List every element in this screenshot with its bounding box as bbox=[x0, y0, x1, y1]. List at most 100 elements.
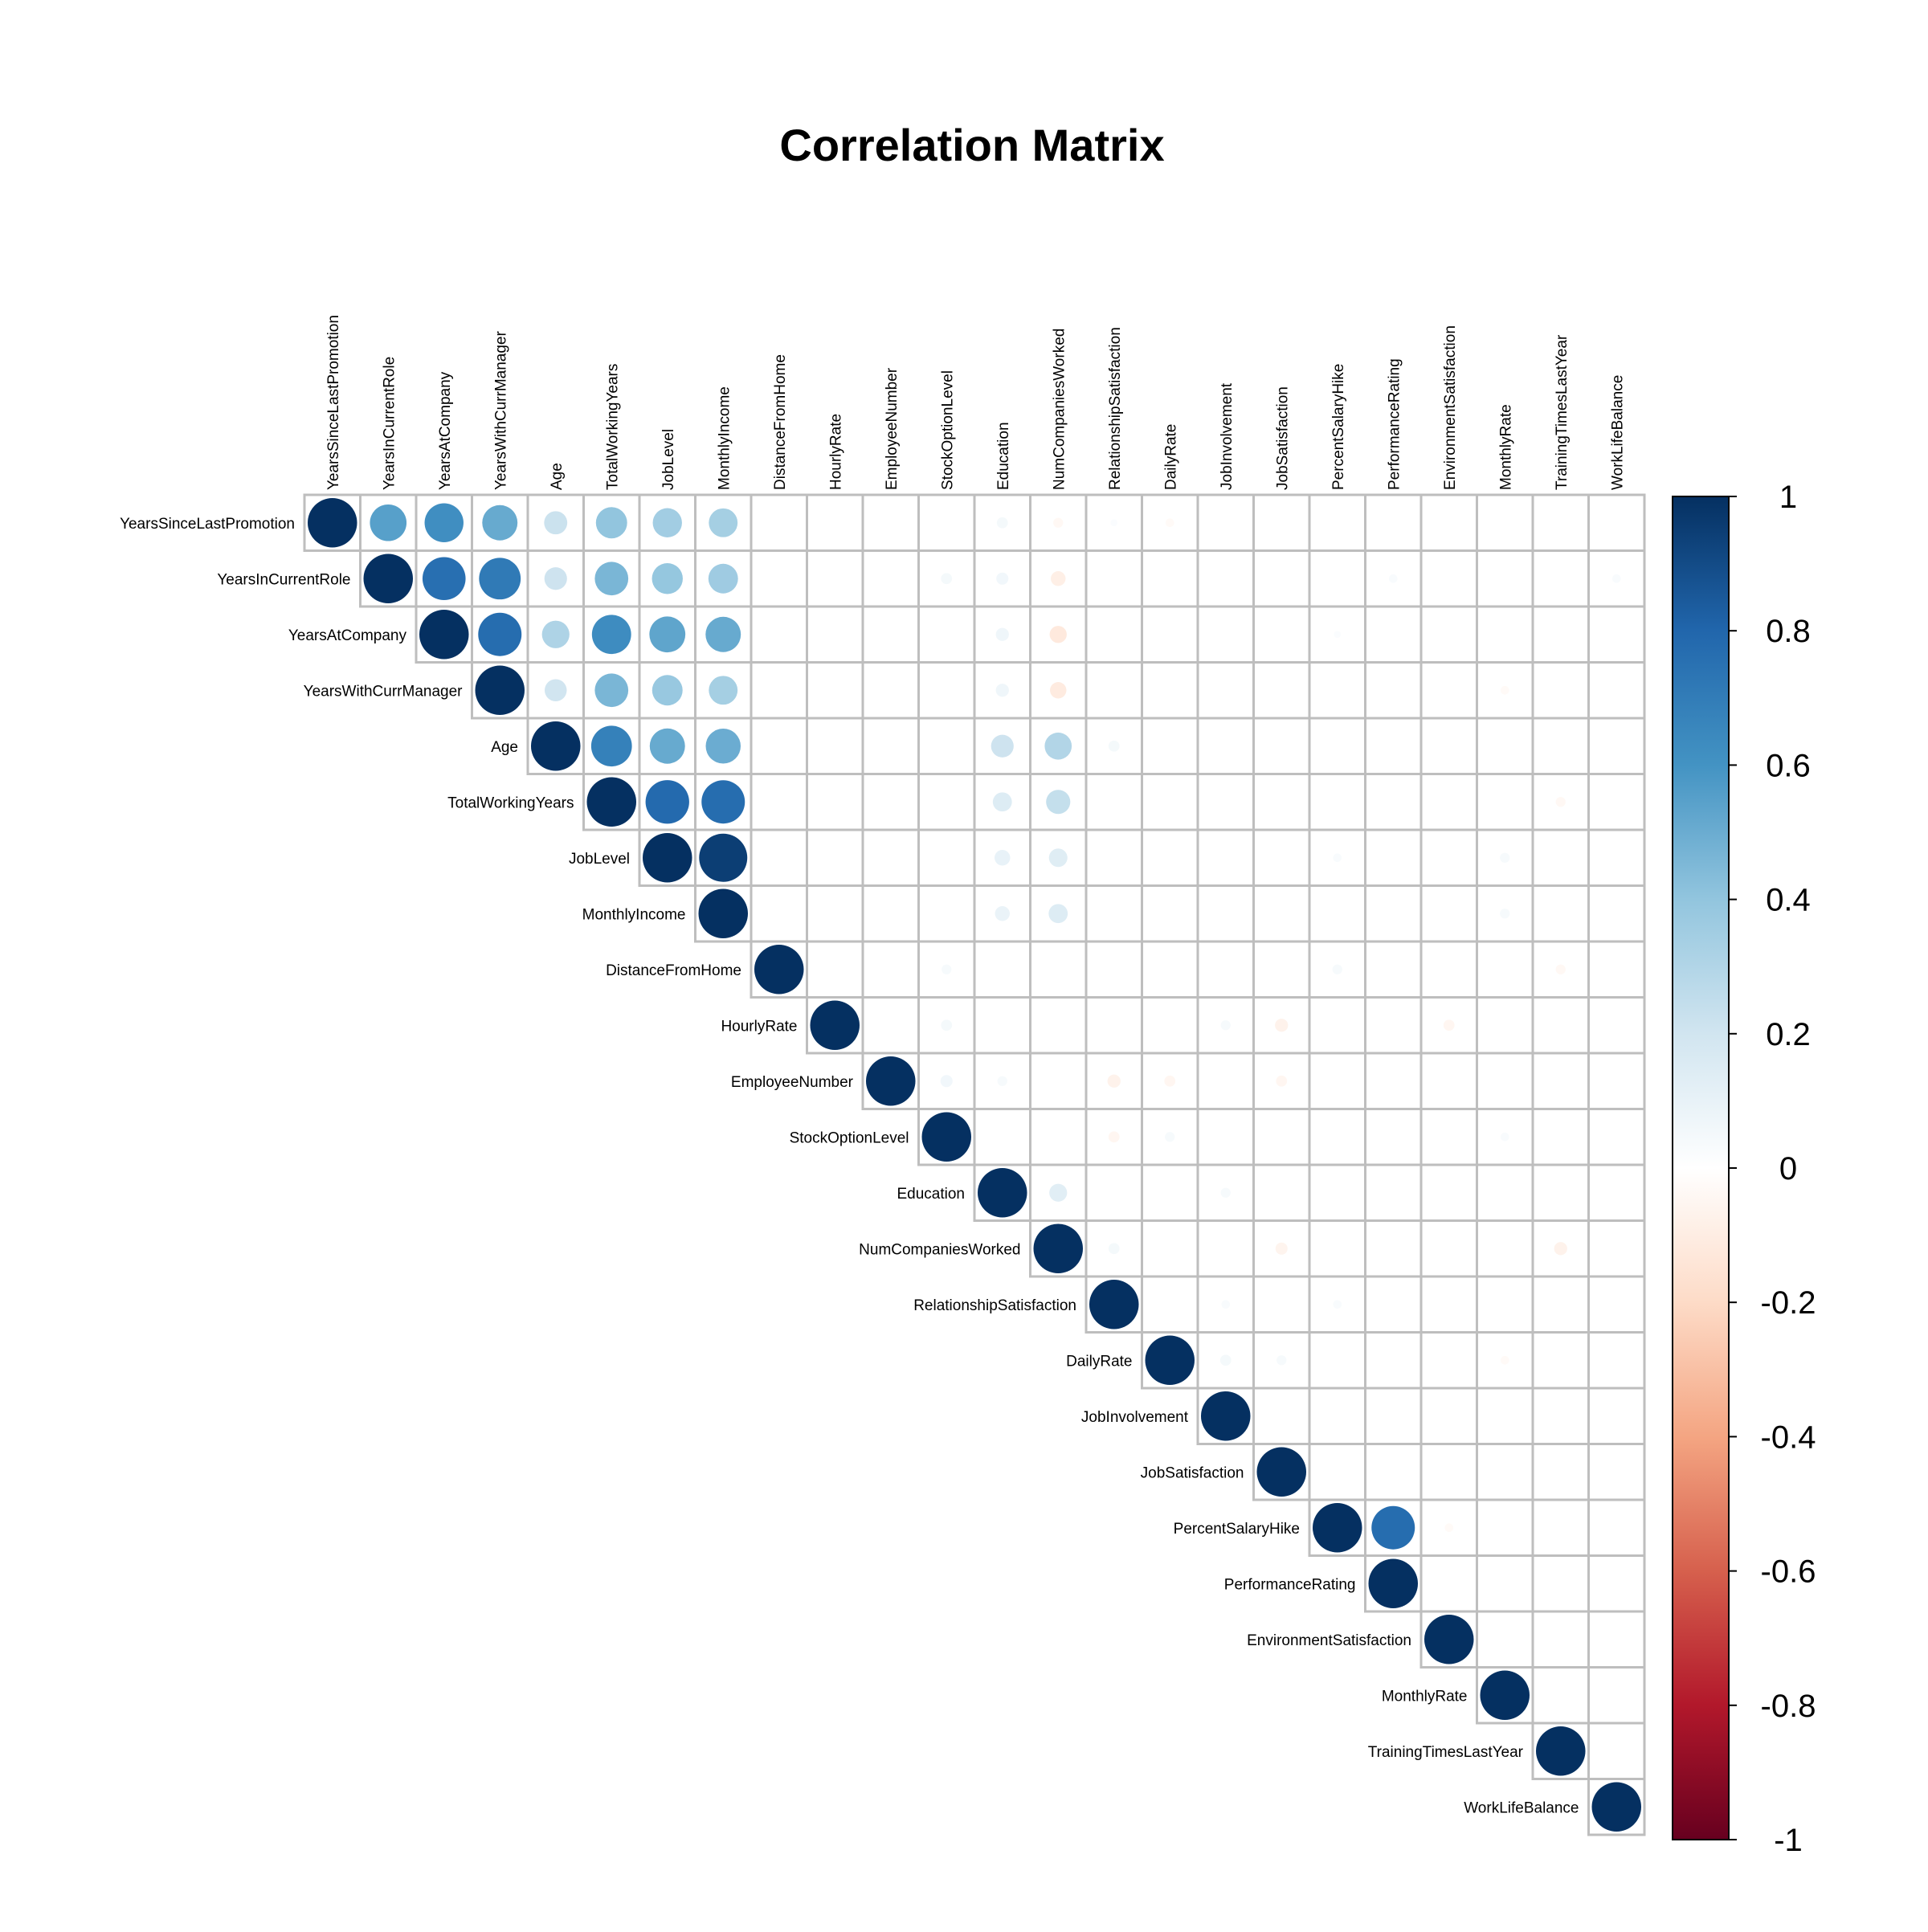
grid-cell bbox=[1308, 717, 1366, 775]
correlation-circle bbox=[1313, 1503, 1362, 1553]
correlation-circle bbox=[754, 945, 804, 995]
row-label: JobInvolvement bbox=[1081, 1409, 1189, 1426]
column-label: JobInvolvement bbox=[1219, 382, 1236, 490]
column-label: Age bbox=[549, 463, 566, 490]
correlation-circle bbox=[475, 665, 525, 715]
grid-cell bbox=[1531, 605, 1590, 664]
grid-cell bbox=[1196, 940, 1255, 999]
grid-cell bbox=[861, 884, 920, 943]
grid-cell bbox=[1252, 605, 1311, 664]
correlation-circle bbox=[997, 1076, 1007, 1086]
correlation-circle bbox=[991, 734, 1014, 758]
grid-cell bbox=[861, 493, 920, 552]
column-label: Education bbox=[995, 422, 1012, 490]
grid-cell bbox=[1364, 1275, 1423, 1334]
grid-cell bbox=[806, 493, 864, 552]
grid-cell bbox=[1029, 940, 1088, 999]
grid-cell bbox=[1587, 605, 1646, 664]
correlation-circle bbox=[1050, 682, 1067, 699]
grid-cell bbox=[1196, 1219, 1255, 1278]
grid-cell bbox=[1252, 884, 1311, 943]
grid-cell bbox=[1364, 996, 1423, 1055]
correlation-circle bbox=[1500, 1132, 1509, 1142]
grid-cell bbox=[1308, 1443, 1366, 1501]
grid-cell bbox=[1419, 493, 1478, 552]
grid-cell bbox=[1476, 1052, 1534, 1110]
grid-cell bbox=[1252, 717, 1311, 775]
grid-cell bbox=[1196, 549, 1255, 608]
row-label: TrainingTimesLastYear bbox=[1368, 1744, 1524, 1761]
grid-cell bbox=[1141, 1163, 1199, 1222]
correlation-circle bbox=[544, 511, 568, 535]
correlation-circle bbox=[705, 616, 741, 652]
grid-cell bbox=[1531, 1108, 1590, 1166]
correlation-circle bbox=[478, 612, 522, 656]
colorbar-tick-label: 0.4 bbox=[1766, 883, 1811, 918]
grid-cell bbox=[1252, 828, 1311, 887]
correlation-circle bbox=[594, 562, 629, 596]
row-label: YearsInCurrentRole bbox=[217, 571, 350, 588]
correlation-circle bbox=[531, 721, 581, 771]
correlation-circle bbox=[1536, 1726, 1586, 1776]
row-label: MonthlyRate bbox=[1382, 1688, 1468, 1705]
colorbar-tick-label: -1 bbox=[1774, 1823, 1803, 1858]
correlation-circle bbox=[1555, 964, 1566, 974]
grid-cell bbox=[1587, 940, 1646, 999]
grid-cell bbox=[1364, 884, 1423, 943]
correlation-circle bbox=[992, 792, 1012, 812]
grid-cell bbox=[1308, 1331, 1366, 1390]
colorbar-tick-label: 0.6 bbox=[1766, 748, 1811, 783]
grid-cell bbox=[1141, 773, 1199, 831]
correlation-circle bbox=[942, 964, 952, 974]
correlation-circle bbox=[1444, 1523, 1454, 1533]
grid-cell bbox=[1308, 493, 1366, 552]
column-label: YearsWithCurrManager bbox=[492, 331, 509, 490]
correlation-circle bbox=[1201, 1391, 1251, 1441]
row-label: JobSatisfaction bbox=[1141, 1464, 1244, 1481]
correlation-circle bbox=[1371, 1505, 1415, 1550]
row-label: NumCompaniesWorked bbox=[859, 1241, 1020, 1258]
grid-cell bbox=[1084, 605, 1143, 664]
grid-cell bbox=[1252, 1163, 1311, 1222]
correlation-circle bbox=[810, 1000, 860, 1050]
grid-cell bbox=[1364, 1387, 1423, 1445]
grid-cell bbox=[1084, 661, 1143, 720]
correlation-circle bbox=[1221, 1300, 1231, 1309]
grid-cell bbox=[1364, 605, 1423, 664]
grid-cell bbox=[1252, 940, 1311, 999]
grid-cell bbox=[1587, 1778, 1646, 1836]
chart-title: Correlation Matrix bbox=[779, 120, 1164, 170]
grid-cell bbox=[1141, 717, 1199, 775]
row-label: JobLevel bbox=[569, 851, 630, 868]
grid-cell bbox=[1252, 661, 1311, 720]
grid-cell bbox=[1531, 717, 1590, 775]
grid-cell bbox=[1196, 661, 1255, 720]
correlation-circle bbox=[1089, 1280, 1139, 1330]
grid-cell bbox=[1196, 1108, 1255, 1166]
correlation-circle bbox=[1049, 626, 1067, 643]
correlation-circle bbox=[1554, 1242, 1567, 1256]
grid-cell bbox=[1531, 1498, 1590, 1557]
correlation-circle bbox=[479, 558, 521, 600]
column-label: YearsAtCompany bbox=[437, 371, 454, 490]
row-label: HourlyRate bbox=[721, 1018, 797, 1035]
grid-cell bbox=[917, 493, 976, 552]
colorbar-tick-label: 0.2 bbox=[1766, 1017, 1811, 1052]
row-label: Education bbox=[897, 1186, 965, 1203]
grid-cell bbox=[1587, 1443, 1646, 1501]
grid-cell bbox=[1587, 773, 1646, 831]
correlation-circle bbox=[1611, 574, 1621, 583]
column-label: MonthlyRate bbox=[1497, 404, 1514, 490]
correlation-circle bbox=[978, 1168, 1027, 1218]
grid-cell bbox=[1587, 1331, 1646, 1390]
column-label: RelationshipSatisfaction bbox=[1107, 327, 1124, 490]
row-label: RelationshipSatisfaction bbox=[913, 1297, 1076, 1314]
row-label: Age bbox=[491, 739, 518, 756]
correlation-circle bbox=[1108, 1131, 1120, 1143]
grid-cell bbox=[1196, 493, 1255, 552]
grid-cell bbox=[1476, 549, 1534, 608]
grid-cell bbox=[1419, 1052, 1478, 1110]
grid-cell bbox=[917, 773, 976, 831]
correlation-circle bbox=[424, 503, 464, 542]
grid-cell bbox=[1084, 940, 1143, 999]
